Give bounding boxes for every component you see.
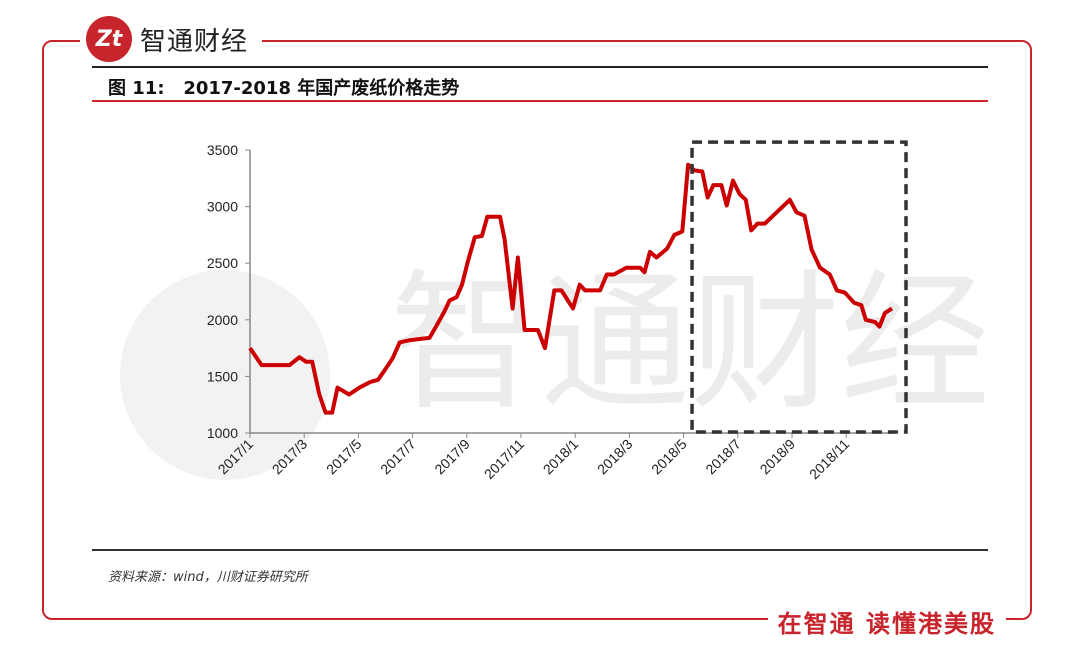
red-frame (42, 40, 1032, 620)
footer-slogan: 在智通 读懂港美股 (767, 604, 1006, 639)
price-line (248, 162, 894, 415)
divider (92, 100, 988, 102)
y-tick-label: 3500 (207, 142, 238, 158)
y-tick-label: 2000 (207, 312, 238, 328)
divider (92, 549, 988, 551)
x-tick-label: 2018/5 (648, 436, 690, 478)
brand-logo: Zt 智通财经 (80, 14, 263, 64)
x-tick-label: 2017/3 (269, 436, 311, 478)
y-tick-label: 2500 (207, 255, 238, 271)
x-tick-label: 2017/9 (431, 436, 473, 478)
x-tick-label: 2017/7 (377, 436, 419, 478)
y-tick-label: 3000 (207, 199, 238, 215)
figure-source: 资料来源：wind，川财证券研究所 (108, 570, 308, 585)
x-tick-label: 2018/9 (757, 436, 799, 478)
x-tick-label: 2017/1 (215, 436, 257, 478)
x-tick-label: 2017/11 (481, 436, 528, 483)
y-tick-label: 1000 (207, 425, 238, 441)
x-tick-label: 2018/11 (806, 436, 853, 483)
watermark-text: 智通财经 (390, 257, 990, 431)
x-tick-label: 2018/7 (702, 436, 744, 478)
x-tick-label: 2018/3 (594, 436, 636, 478)
highlight-box (690, 140, 908, 434)
logo-icon: Zt (86, 16, 132, 62)
x-tick-label: 2017/5 (323, 436, 365, 478)
y-tick-label: 1500 (207, 368, 238, 384)
watermark-logo-icon (120, 270, 330, 480)
divider (92, 66, 988, 68)
figure-title: 图 11: 2017-2018 年国产废纸价格走势 (108, 78, 460, 99)
brand-name: 智通财经 (140, 26, 249, 57)
x-tick-label: 2018/1 (540, 436, 582, 478)
